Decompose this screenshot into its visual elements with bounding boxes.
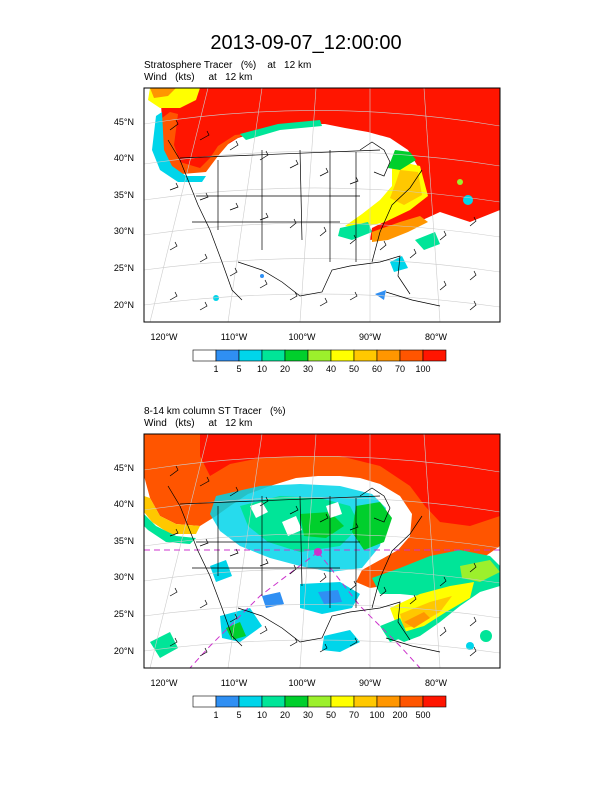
panel1-graticule [144,88,500,322]
panel1-lon-label: 110°W [221,332,248,342]
panel2-lon-label: 90°W [359,678,382,688]
panel2-graticule [144,434,500,668]
panel1-colorbar-box [422,349,447,362]
panel1-colorbar-label: 10 [257,364,267,374]
panel2-lon-label: 80°W [425,678,448,688]
panel2-colorbar-label: 100 [369,710,384,720]
panel2-colorbar-box [238,695,263,708]
panel2-lat-label: 25°N [114,609,134,619]
panel1-colorbar-label: 100 [415,364,430,374]
panel1-lon-label: 80°W [425,332,448,342]
panel2-colorbar-label: 200 [392,710,407,720]
panel1-title-line1: Stratosphere Tracer (%) at 12 km [144,60,312,71]
panel2-colorbar-box [353,695,378,708]
panel2-lat-label: 40°N [114,499,134,509]
panel1-lat-label: 40°N [114,153,134,163]
panel1-lon-label: 90°W [359,332,382,342]
panel2-colorbar-label: 5 [236,710,241,720]
panel1-lat-label: 20°N [114,300,134,310]
panel2-title-line1: 8-14 km column ST Tracer (%) [144,406,286,417]
panel2-colorbar-label: 1 [213,710,218,720]
panel1-colorbar-label: 20 [280,364,290,374]
panel2-lat-label: 20°N [114,646,134,656]
panel1-map-frame [143,87,501,323]
panel1-boundaries [167,139,441,307]
panel1-colorbar-label: 5 [236,364,241,374]
panel1-title-line2: Wind (kts) at 12 km [144,72,253,83]
panel2-colorbar-label: 10 [257,710,267,720]
panel2-lon-label: 100°W [288,678,316,688]
panel2-lon-label: 110°W [221,678,248,688]
panel2-lat-label: 45°N [114,463,134,473]
panel2-colorbar-box [192,695,217,708]
panel1-colorbar-label: 60 [372,364,382,374]
panel2-wind-barbs [169,465,477,657]
panel1-lat-label: 30°N [114,226,134,236]
panel2-colorbar-box [215,695,240,708]
panel1-lon-label: 120°W [150,332,178,342]
panel2-colorbar-box [399,695,424,708]
panel1-lat-label: 45°N [114,117,134,127]
panel2-colorbar: 1 5 10 20 30 50 70 100 200 500 [192,695,447,720]
panel2-map-frame [143,433,501,669]
panel1-colorbar-label: 50 [349,364,359,374]
panel2-lat-label: 30°N [114,572,134,582]
panel2-colorbar-label: 500 [415,710,430,720]
panel2-map: 45°N 40°N 35°N 30°N 25°N 20°N 120°W 110°… [114,433,501,720]
panel2-colorbar-box [376,695,401,708]
panel1-lat-label: 35°N [114,190,134,200]
panel2-colorbar-box [422,695,447,708]
panel1-lon-label: 100°W [288,332,316,342]
panel1-colorbar-label: 70 [395,364,405,374]
panel2-lon-label: 120°W [150,678,178,688]
panel2-boundaries [167,485,441,653]
panel2-cross-section-lines [144,549,500,668]
panel2-lat-ticks: 45°N 40°N 35°N 30°N 25°N 20°N [114,463,134,656]
panel1-colorbar: 1 5 10 20 30 40 50 60 70 100 [192,349,447,374]
panel1-colorbar-label: 1 [213,364,218,374]
panel1-lat-ticks: 45°N 40°N 35°N 30°N 25°N 20°N [114,117,134,310]
panel2-lat-label: 35°N [114,536,134,546]
panel2-colorbar-label: 30 [303,710,313,720]
panel1-lon-ticks: 120°W 110°W 100°W 90°W 80°W [150,332,447,342]
panel2-lon-ticks: 120°W 110°W 100°W 90°W 80°W [150,678,447,688]
panel1-colorbar-label: 30 [303,364,313,374]
panel1-lat-label: 25°N [114,263,134,273]
panel2-colorbar-label: 70 [349,710,359,720]
panel1-title: Stratosphere Tracer (%) at 12 km Wind (k… [144,60,311,84]
panel1-tracer-field [148,88,500,301]
panel1-map: 45°N 40°N 35°N 30°N 25°N 20°N 120°W 110°… [114,87,501,374]
panel1-wind-barbs [169,119,477,311]
panel2-colorbar-box [307,695,332,708]
panel1-colorbar-label: 40 [326,364,336,374]
page-title: 2013-09-07_12:00:00 [210,32,402,54]
panel2-title-line2: Wind (kts) at 12 km [144,418,253,429]
panel2-colorbar-label: 50 [326,710,336,720]
panel2-title: 8-14 km column ST Tracer (%) Wind (kts) … [144,406,286,430]
panel2-colorbar-box [284,695,309,708]
panel2-colorbar-box [261,695,286,708]
panel2-colorbar-label: 20 [280,710,290,720]
panel2-colorbar-box [330,695,355,708]
